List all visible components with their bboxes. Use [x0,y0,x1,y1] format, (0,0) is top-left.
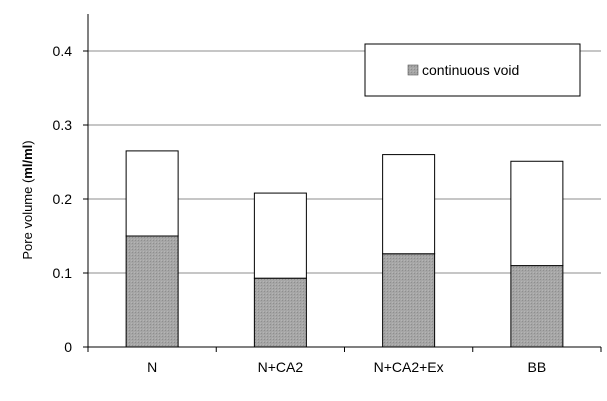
bar-continuous-void-3 [510,265,564,348]
legend-swatch [407,64,419,76]
x-tick-label: BB [528,359,547,375]
legend-label: continuous void [422,62,519,78]
y-axis-label: Pore volume (ml/ml) [20,140,35,259]
bar-continuous-void-0 [125,235,179,348]
x-tick-label: N [147,359,157,375]
x-tick-label: N+CA2+Ex [374,359,444,375]
bar-remainder-0 [125,150,179,237]
x-tick-label: N+CA2 [258,359,304,375]
bar-continuous-void-1 [253,277,307,348]
y-tick-label: 0.1 [53,265,73,281]
bars [125,150,564,348]
bar-continuous-void-2 [382,253,436,348]
y-tick-label: 0.4 [53,43,73,59]
y-tick-label: 0.2 [53,191,73,207]
x-tick-labels: N N+CA2 N+CA2+Ex BB [147,359,546,375]
bar-remainder-1 [253,192,307,279]
bar-remainder-2 [382,154,436,255]
y-tick-label: 0 [64,339,72,355]
legend-box [364,43,581,97]
legend: continuous void [364,43,581,97]
axes [83,14,602,352]
y-tick-label: 0.3 [53,117,73,133]
bar-remainder-3 [510,160,564,267]
y-tick-labels: 0 0.1 0.2 0.3 0.4 [53,43,73,355]
